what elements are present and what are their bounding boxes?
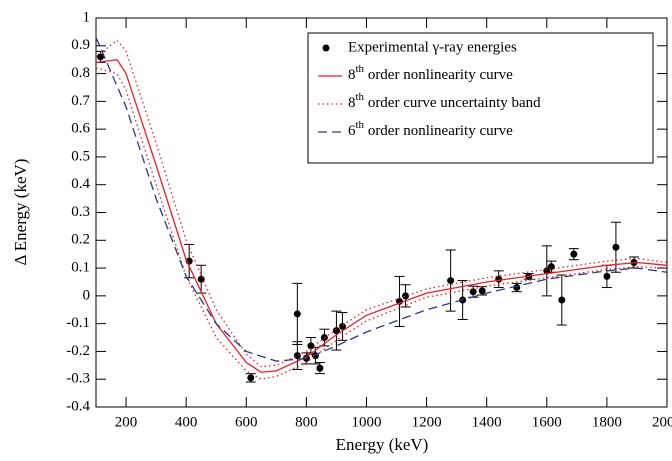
curve [95,37,668,362]
x-tick-label: 1200 [412,414,442,430]
point [293,352,301,360]
y-tick-label: 0.3 [71,204,90,220]
legend-text: 8 [348,67,356,83]
legend-marker [322,44,330,52]
curve [95,39,668,368]
point [478,287,486,295]
legend-text: 8 [348,95,356,111]
y-tick-label: 0.7 [71,93,90,109]
point [603,272,611,280]
point [332,327,340,335]
legend-label: 8th order nonlinearity curve [348,63,513,84]
y-tick-label: 1 [83,9,91,25]
legend-superscript: th [356,91,365,103]
point [570,250,578,258]
legend-text: order nonlinearity curve [364,67,513,83]
legend-text: order nonlinearity curve [364,123,513,139]
curve [95,58,668,373]
y-tick-label: 0 [83,287,91,303]
legend-label: 8th order curve uncertainty band [348,91,541,112]
x-axis-title: Energy (keV) [336,435,429,454]
x-tick-label: 400 [175,414,198,430]
legend-text: order curve uncertainty band [364,95,541,111]
point [513,284,521,292]
y-tick-label: -0.2 [66,343,90,359]
x-tick-label: 2000 [652,414,672,430]
y-tick-label: 0.6 [71,121,90,137]
y-tick-label: 0.8 [71,65,90,81]
point [247,374,255,382]
point [97,53,105,61]
y-tick-label: 0.2 [71,232,90,248]
y-tick-label: -0.3 [66,371,90,387]
x-tick-label: 800 [295,414,318,430]
x-tick-label: 1400 [472,414,502,430]
y-axis-title: Δ Energy (keV) [11,159,30,266]
y-tick-label: -0.4 [66,398,90,414]
point [447,277,455,285]
legend-text: 6 [348,123,356,139]
point [402,292,410,300]
point [469,288,477,296]
x-tick-label: 1600 [532,414,562,430]
x-tick-label: 200 [115,414,138,430]
point [558,296,566,304]
y-tick-label: 0.4 [71,176,90,192]
legend-superscript: th [356,63,365,75]
y-tick-label: 0.1 [71,260,90,276]
x-tick-label: 1000 [351,414,381,430]
x-tick-label: 1800 [592,414,622,430]
y-tick-label: 0.9 [71,37,90,53]
point [316,364,324,372]
y-tick-label: -0.1 [66,315,90,331]
legend-label: 6th order nonlinearity curve [348,119,513,140]
x-tick-label: 600 [235,414,258,430]
legend-superscript: th [356,119,365,131]
curve [95,67,668,380]
point [612,243,620,251]
y-tick-label: 0.5 [71,148,90,164]
legend-label: Experimental γ-ray energies [348,39,517,55]
legend-box [307,32,654,164]
point [293,310,301,318]
